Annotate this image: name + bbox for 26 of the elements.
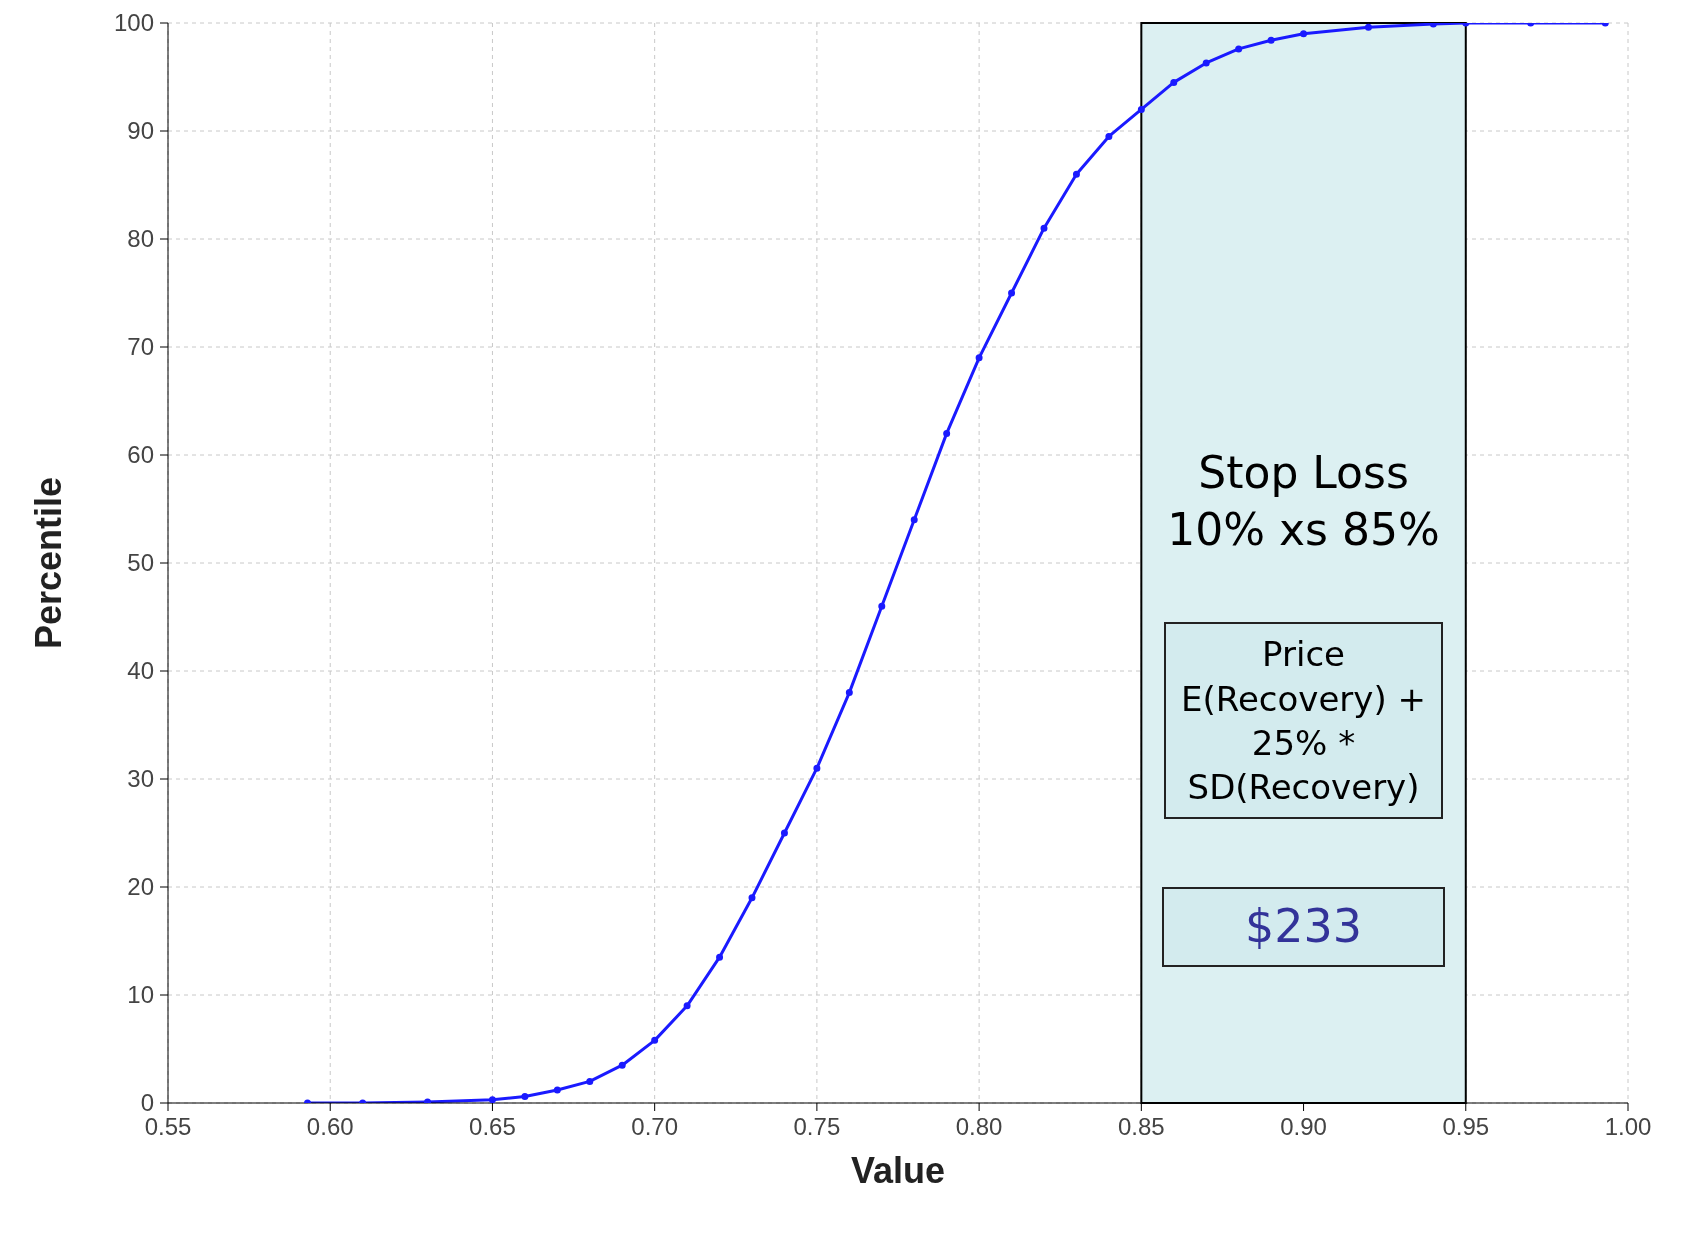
y-tick-label: 80	[127, 225, 154, 252]
y-tick-label: 90	[127, 117, 154, 144]
band-label: Stop Loss 10% xs 85%	[1166, 446, 1441, 558]
y-tick-label: 100	[113, 9, 154, 36]
x-tick-label: 0.90	[1280, 1113, 1327, 1140]
y-tick-label: 20	[127, 873, 154, 900]
y-tick-label: 40	[127, 657, 154, 684]
y-tick-label: 50	[127, 549, 154, 576]
x-tick-label: 0.95	[1442, 1113, 1490, 1140]
y-tick-label: 0	[140, 1089, 154, 1116]
x-tick-label: 0.65	[469, 1113, 516, 1140]
y-tick-label: 10	[127, 981, 154, 1008]
x-axis-title: Value	[850, 1150, 946, 1191]
x-tick-label: 0.75	[793, 1113, 841, 1140]
x-tick-label: 0.85	[1117, 1113, 1165, 1140]
y-tick-label: 30	[127, 765, 154, 792]
text-box: $233	[1162, 887, 1445, 967]
y-tick-label: 70	[127, 333, 154, 360]
x-tick-label: 0.80	[955, 1113, 1003, 1140]
text-box: Price E(Recovery) + 25% * SD(Recovery)	[1164, 622, 1444, 820]
x-tick-label: 0.55	[144, 1113, 192, 1140]
x-tick-label: 0.70	[631, 1113, 679, 1140]
y-axis-title: Percentile	[27, 476, 69, 650]
x-tick-label: 0.60	[306, 1113, 354, 1140]
x-tick-label: 1.00	[1604, 1113, 1652, 1140]
y-tick-label: 60	[127, 441, 154, 468]
